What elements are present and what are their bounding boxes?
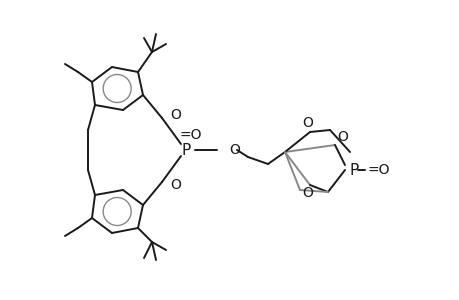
Text: =O: =O	[179, 128, 202, 142]
Text: P: P	[349, 163, 358, 178]
Text: O: O	[302, 186, 313, 200]
Text: P: P	[181, 142, 190, 158]
Text: O: O	[337, 130, 347, 144]
Text: O: O	[170, 178, 180, 192]
Text: O: O	[302, 116, 313, 130]
Text: O: O	[229, 143, 239, 157]
Text: O: O	[170, 108, 180, 122]
Text: =O: =O	[367, 163, 390, 177]
